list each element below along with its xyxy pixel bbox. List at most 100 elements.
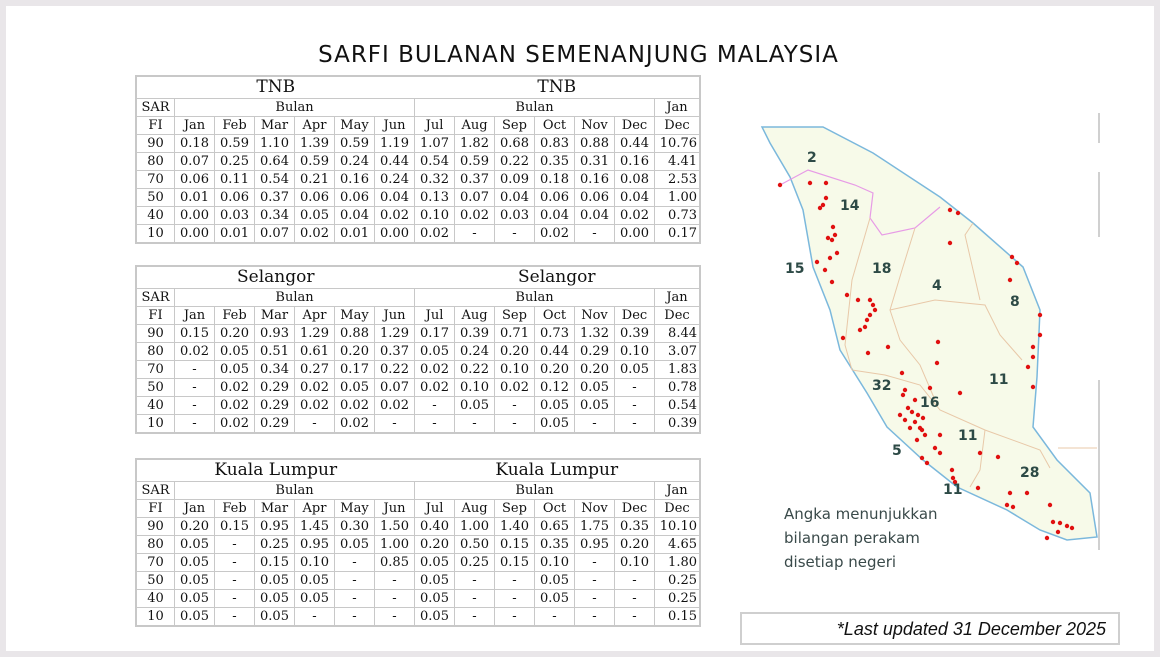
total-cell: 0.17 [654, 224, 701, 244]
map-note-line: disetiap negeri [784, 553, 897, 571]
total-cell: 0.25 [654, 589, 701, 608]
value-cell: 0.10 [494, 360, 535, 379]
value-cell: 0.85 [374, 553, 415, 572]
value-cell: 0.95 [574, 535, 615, 554]
value-cell: - [214, 571, 255, 590]
value-cell: 0.40 [414, 517, 455, 536]
recorder-dot [977, 450, 983, 456]
value-cell: 0.59 [294, 152, 335, 171]
recorder-dot [1030, 384, 1036, 390]
month-header: Apr [294, 116, 335, 135]
value-cell: 0.44 [374, 152, 415, 171]
recorder-dot [914, 437, 920, 443]
map-graphic [760, 126, 1098, 541]
total-header: Dec [654, 499, 701, 518]
value-cell: 0.39 [454, 324, 495, 343]
recorder-dot [995, 454, 1001, 460]
value-cell: - [214, 553, 255, 572]
month-header: Jul [414, 306, 455, 325]
header-row: SAR Bulan Bulan Jan [135, 288, 701, 307]
value-cell: 0.10 [454, 378, 495, 397]
map-label-perak: 18 [872, 261, 892, 277]
value-cell: 0.05 [534, 571, 575, 590]
month-header: May [334, 499, 375, 518]
recorder-dot [899, 370, 905, 376]
value-cell: 1.19 [374, 134, 415, 153]
month-header: Aug [454, 499, 495, 518]
month-header: Dec [614, 306, 655, 325]
value-cell: 0.59 [214, 134, 255, 153]
value-cell: 0.05 [334, 535, 375, 554]
peninsular-malaysia-map: 2 14 15 18 4 8 11 32 16 11 5 11 28 [740, 110, 1120, 580]
value-cell: 0.02 [454, 206, 495, 225]
total-cell: 0.39 [654, 414, 701, 434]
value-cell: 0.02 [214, 396, 255, 415]
region-title: Kuala Lumpur [414, 459, 701, 482]
recorder-dot [870, 302, 876, 308]
month-row: FI Jan Feb Mar Apr May Jun Jul Aug Sep Oct Nov Dec De… [135, 306, 701, 325]
value-cell: 0.59 [454, 152, 495, 171]
recorder-dot [922, 432, 928, 438]
value-cell: 0.02 [414, 224, 455, 244]
value-cell: - [454, 571, 495, 590]
month-header: Apr [294, 306, 335, 325]
recorder-dot [1047, 502, 1053, 508]
value-cell: 0.02 [614, 206, 655, 225]
month-header: Dec [614, 499, 655, 518]
recorder-dot [1007, 490, 1013, 496]
total-cell: 1.00 [654, 188, 701, 207]
recorder-dot [885, 344, 891, 350]
recorder-dot [937, 432, 943, 438]
sarfi-table-kuala-lumpur: Kuala Lumpur Kuala Lumpur SAR Bulan Bulan Jan… [135, 458, 701, 627]
table-row: 50 0.01 0.06 0.37 0.06 0.06 0.04 0.13 0.07 0.04 0.… [135, 188, 701, 207]
table-row: 50-0.02 0.29 0.02 0.05 0.07 0.02 0.10 0.02 0.12 0… [135, 378, 701, 397]
sarfi-level: 10 [135, 414, 175, 434]
recorder-dot [1014, 260, 1020, 266]
recorder-dot [924, 460, 930, 466]
month-header: Aug [454, 116, 495, 135]
value-cell: - [334, 589, 375, 608]
value-cell: 0.05 [294, 571, 335, 590]
recorder-dot [840, 335, 846, 341]
total-cell: 0.73 [654, 206, 701, 225]
region-title: Selangor [237, 267, 315, 287]
sarfi-level: 70 [135, 360, 175, 379]
value-cell: 0.34 [254, 360, 295, 379]
last-updated-box: *Last updated 31 December 2025 [740, 612, 1120, 645]
sarfi-header: SAR [135, 481, 175, 500]
recorder-dot [844, 292, 850, 298]
value-cell: 0.29 [574, 342, 615, 361]
value-cell: - [574, 607, 615, 627]
value-cell: 1.39 [294, 134, 335, 153]
value-cell: - [294, 607, 335, 627]
value-cell: - [494, 396, 535, 415]
total-cell: 1.83 [654, 360, 701, 379]
header-row: SAR Bulan Bulan Jan [135, 481, 701, 500]
value-cell: 0.04 [494, 188, 535, 207]
value-cell: 0.02 [214, 414, 255, 434]
sarfi-level: 90 [135, 324, 175, 343]
value-cell: 0.07 [254, 224, 295, 244]
sarfi-level: 50 [135, 378, 175, 397]
value-cell: 0.20 [334, 342, 375, 361]
recorder-dot [1024, 490, 1030, 496]
value-cell: 0.50 [454, 535, 495, 554]
month-header: Jan [174, 306, 215, 325]
total-header: Jan [654, 98, 701, 117]
value-cell: 0.29 [254, 378, 295, 397]
recorder-dot [927, 385, 933, 391]
value-cell: 0.32 [414, 170, 455, 189]
total-cell: 1.80 [654, 553, 701, 572]
value-cell: 0.64 [254, 152, 295, 171]
value-cell: 0.15 [174, 324, 215, 343]
value-cell: - [174, 396, 215, 415]
month-header: Feb [214, 116, 255, 135]
state-border [844, 217, 871, 371]
sarfi-header: SAR [135, 98, 175, 117]
value-cell: 0.59 [334, 134, 375, 153]
map-label-selangor: 32 [872, 378, 892, 394]
month-header: Nov [574, 499, 615, 518]
value-cell: 0.11 [214, 170, 255, 189]
recorder-dot [932, 445, 938, 451]
